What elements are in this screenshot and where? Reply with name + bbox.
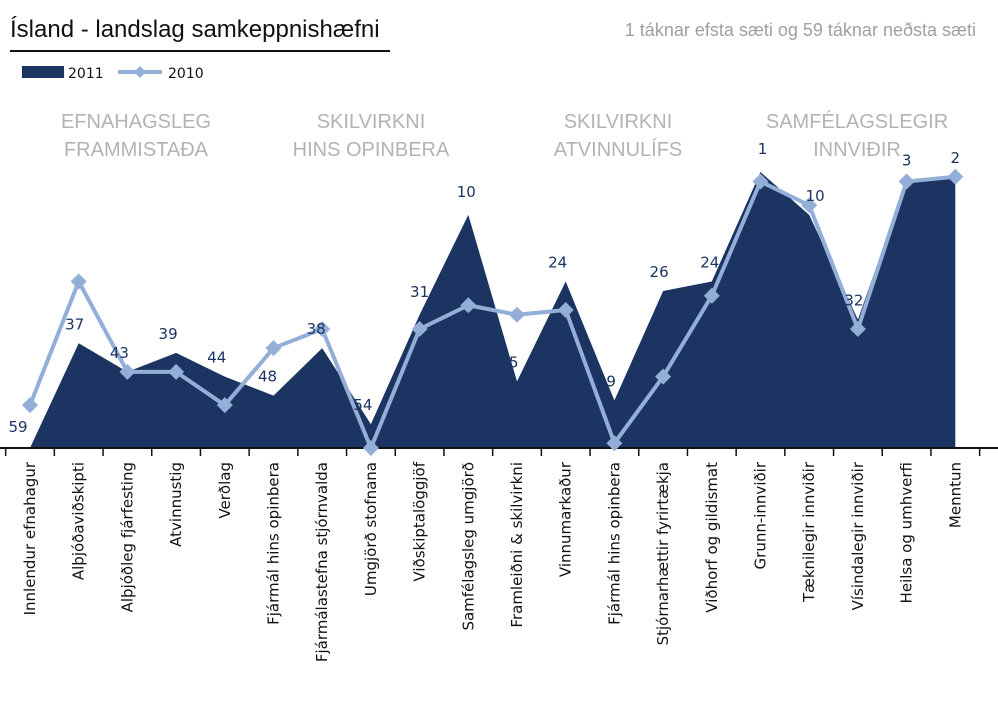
data-label-2011: 10 <box>457 183 476 201</box>
chart-title: Ísland - landslag samkeppnishæfni <box>10 16 380 43</box>
data-label-2011: 26 <box>650 263 669 281</box>
group-label-line: EFNAHAGSLEG <box>61 111 211 133</box>
legend-swatch-2011 <box>22 66 64 78</box>
series-2010-marker <box>801 197 818 214</box>
x-tick-label: Atvinnustig <box>167 462 185 547</box>
x-tick-label: Vinnumarkaður <box>557 461 575 577</box>
series-2010-line <box>28 174 956 450</box>
group-label-infrastructure: SAMFÉLAGSLEGIR INNVIÐIR <box>766 110 948 161</box>
series-2010-marker <box>655 368 672 385</box>
data-label-2011: 3 <box>902 152 912 170</box>
group-label-business: SKILVIRKNI ATVINNULÍFS <box>554 111 683 161</box>
group-label-line: HINS OPINBERA <box>293 139 450 161</box>
x-tick-label: Viðhorf og gildismat <box>703 462 721 613</box>
group-label-line: FRAMMISTAÐA <box>64 139 209 161</box>
legend-marker-2010 <box>134 66 146 78</box>
x-tick-label: Samfélagsleg umgjörð <box>459 462 477 631</box>
x-tick-label: Verðlag <box>216 462 234 519</box>
series-2010-marker <box>314 321 331 338</box>
x-tick-label: Innlendur efnahagur <box>21 461 39 615</box>
x-tick-label: Viðskiptalöggjöf <box>411 461 429 581</box>
x-tick-label: Alþjóðleg fjárfesting <box>118 462 136 612</box>
data-label-2011: 54 <box>353 396 372 414</box>
series-2010-marker <box>22 397 38 414</box>
series-2010-marker <box>509 306 525 323</box>
x-tick-label: Vísindalegir innviðir <box>849 461 867 610</box>
series-2010-marker <box>460 297 477 314</box>
data-label-2011: 59 <box>8 418 27 436</box>
series-2010-marker <box>898 173 915 190</box>
title-underline <box>10 50 390 52</box>
x-tick-label: Alþjóðaviðskipti <box>70 462 88 580</box>
data-label-2011: 10 <box>806 187 825 205</box>
x-tick-label: Menntun <box>946 462 964 528</box>
x-tick-label: Fjármál hins opinbera <box>265 462 283 625</box>
legend-label-2010: 2010 <box>168 66 204 82</box>
series-2010-marker <box>362 440 379 456</box>
legend: 2011 2010 <box>22 66 204 82</box>
series-2010-marker <box>216 397 233 414</box>
data-label-2011: 44 <box>207 349 226 367</box>
series-2010-marker <box>119 363 136 380</box>
x-tick-label: Grunn-innviðir <box>752 461 770 569</box>
data-label-2011: 38 <box>307 320 326 338</box>
data-label-2011: 39 <box>159 325 178 343</box>
x-tick-label: Stjórnarhættir fyrirtækja <box>654 462 672 645</box>
group-label-government: SKILVIRKNI HINS OPINBERA <box>293 111 450 161</box>
x-tick-label: Fjármálastefna stjórnvalda <box>313 462 331 662</box>
series-2010-marker <box>168 363 185 380</box>
legend-label-2011: 2011 <box>68 66 104 82</box>
x-tick-label: Framleiðni & skilvirkni <box>508 462 526 628</box>
series-2010-marker <box>752 173 769 190</box>
x-tick-label: Umgjörð stofnana <box>362 462 380 596</box>
series-2010-marker <box>411 321 428 338</box>
series-2010-marker <box>703 287 720 304</box>
series-2010-marker <box>557 302 574 318</box>
x-tick-label: Tæknilegir innviðir <box>800 461 818 603</box>
group-label-line: SAMFÉLAGSLEGIR <box>766 110 948 133</box>
x-tick-label: Heilsa og umhverfi <box>898 462 916 603</box>
group-label-economic: EFNAHAGSLEG FRAMMISTAÐA <box>61 111 211 161</box>
series-2010-marker <box>947 168 964 185</box>
chart-subtitle: 1 táknar efsta sæti og 59 táknar neðsta … <box>624 20 976 40</box>
group-label-line: INNVIÐIR <box>813 139 901 161</box>
series-2010-marker <box>849 321 866 338</box>
series-2010-marker <box>606 435 623 452</box>
data-label-2011: 32 <box>844 292 863 310</box>
data-label-2011: 49 <box>597 372 616 390</box>
data-label-2011: 45 <box>499 353 518 371</box>
group-label-line: SKILVIRKNI <box>564 111 673 133</box>
x-tick-label: Fjármál hins opinbera <box>605 462 623 625</box>
data-label-2011: 31 <box>410 283 429 301</box>
data-label-2011: 43 <box>110 344 129 362</box>
group-label-line: SKILVIRKNI <box>317 111 426 133</box>
data-label-2011: 1 <box>758 140 768 158</box>
group-label-line: ATVINNULÍFS <box>554 138 683 161</box>
series-2010-marker <box>70 273 87 290</box>
data-label-2011: 24 <box>548 253 567 271</box>
data-label-2011: 37 <box>65 315 84 333</box>
data-label-2011: 48 <box>258 368 277 386</box>
data-label-2011: 24 <box>700 253 719 271</box>
series-2010-marker <box>265 340 282 357</box>
data-label-2011: 2 <box>951 149 961 167</box>
